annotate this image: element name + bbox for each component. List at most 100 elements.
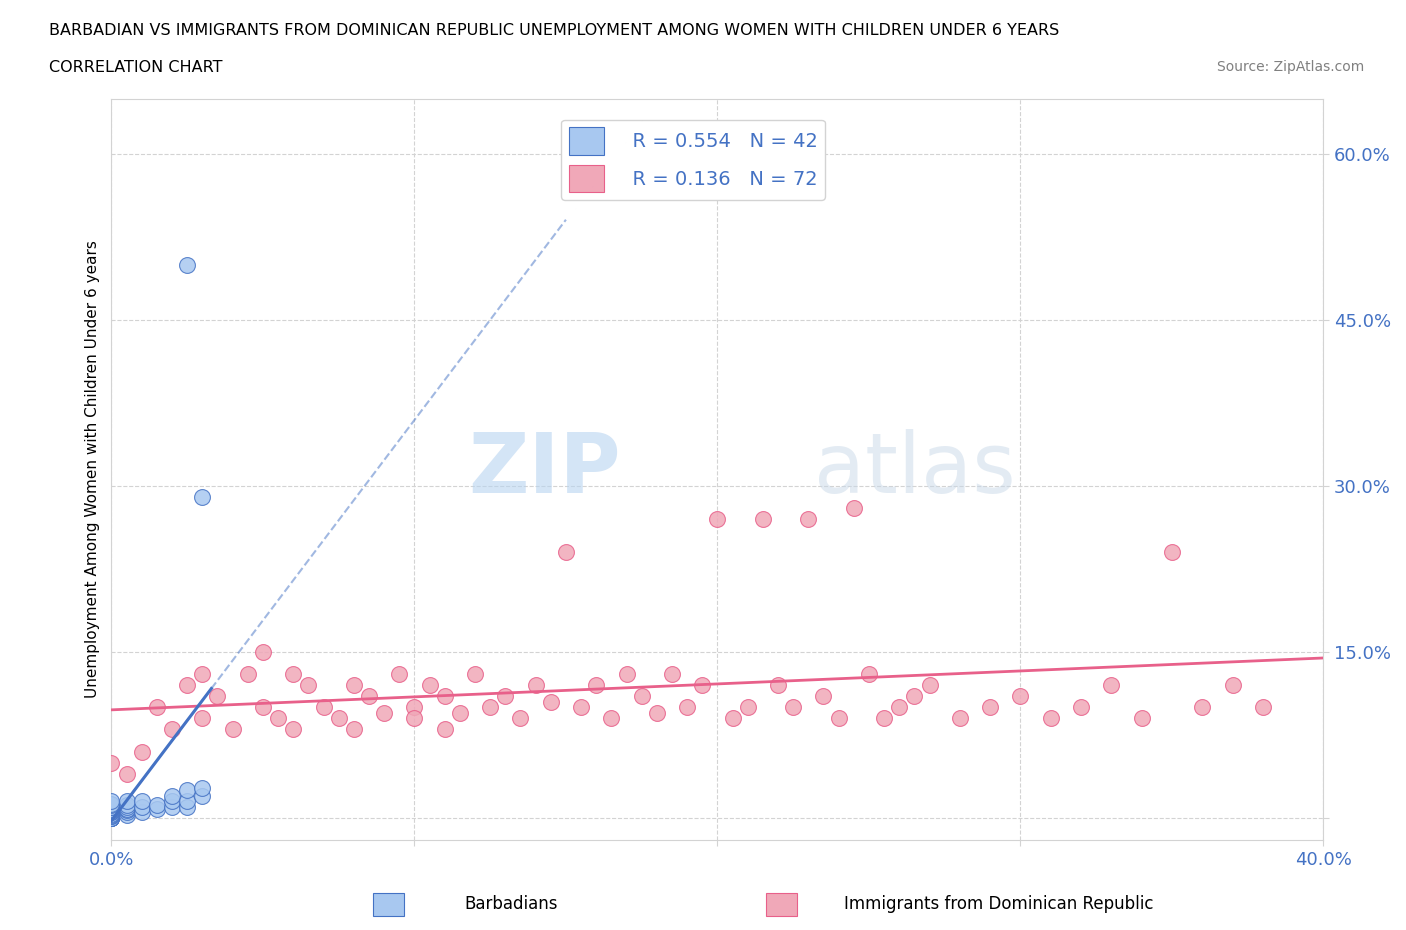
Point (569, 700, 592, 715)
Point (100, 807, 122, 822)
Point (433, 722, 456, 737)
Point (404, 711, 426, 725)
Point (146, 797, 169, 812)
Point (100, 811, 122, 826)
Point (555, 545, 578, 560)
Point (176, 258, 198, 272)
Point (690, 678, 713, 693)
Y-axis label: Unemployment Among Women with Children Under 6 years: Unemployment Among Women with Children U… (86, 241, 100, 698)
Point (131, 805, 153, 820)
Point (1130, 711, 1153, 725)
Point (858, 667, 880, 682)
Text: Source: ZipAtlas.com: Source: ZipAtlas.com (1216, 60, 1364, 74)
Point (100, 800, 122, 815)
Point (160, 789, 183, 804)
Point (343, 722, 366, 737)
Point (661, 667, 683, 682)
Point (191, 667, 214, 682)
Point (191, 489, 214, 504)
Point (176, 678, 198, 693)
Point (918, 678, 941, 693)
Point (494, 689, 516, 704)
Point (616, 667, 638, 682)
Point (252, 700, 274, 715)
Point (1039, 711, 1062, 725)
Point (100, 803, 122, 817)
Text: ZIP: ZIP (468, 429, 620, 510)
Point (100, 808, 122, 823)
Point (283, 722, 305, 737)
Point (1251, 700, 1274, 715)
Point (207, 689, 229, 704)
Point (873, 711, 896, 725)
Point (509, 711, 531, 725)
Point (312, 700, 335, 715)
Point (889, 700, 911, 715)
Text: Immigrants from Dominican Republic: Immigrants from Dominican Republic (844, 895, 1153, 913)
Point (115, 802, 138, 817)
Text: Barbadians: Barbadians (464, 895, 558, 913)
Point (1099, 678, 1122, 693)
Point (1222, 678, 1244, 693)
Point (100, 808, 122, 823)
Point (131, 800, 153, 815)
Point (100, 805, 122, 820)
Point (160, 800, 183, 815)
Point (176, 783, 198, 798)
Text: BARBADIAN VS IMMIGRANTS FROM DOMINICAN REPUBLIC UNEMPLOYMENT AMONG WOMEN WITH CH: BARBADIAN VS IMMIGRANTS FROM DOMINICAN R… (49, 23, 1060, 38)
Point (721, 711, 744, 725)
Point (752, 512, 775, 526)
Point (585, 678, 607, 693)
Point (797, 512, 820, 526)
Point (100, 811, 122, 826)
Point (419, 678, 441, 693)
Point (100, 755, 122, 770)
Point (146, 802, 169, 817)
Point (191, 711, 214, 725)
Point (600, 711, 623, 725)
Point (131, 744, 153, 759)
Point (176, 794, 198, 809)
Point (146, 700, 169, 715)
Point (404, 700, 426, 715)
Text: atlas: atlas (814, 429, 1017, 510)
Point (252, 644, 274, 659)
Point (100, 802, 122, 817)
Point (1191, 700, 1213, 715)
Point (297, 678, 319, 693)
Point (191, 780, 214, 795)
Point (328, 711, 350, 725)
Point (1161, 545, 1184, 560)
Point (115, 800, 138, 815)
Point (160, 794, 183, 809)
Point (782, 700, 804, 715)
Point (449, 705, 471, 720)
Point (191, 789, 214, 804)
Point (540, 695, 562, 710)
Point (100, 794, 122, 809)
Point (676, 700, 699, 715)
Point (100, 806, 122, 821)
Point (100, 796, 122, 811)
Point (1070, 700, 1092, 715)
Point (433, 689, 456, 704)
Legend:   R = 0.554   N = 42,   R = 0.136   N = 72: R = 0.554 N = 42, R = 0.136 N = 72 (561, 120, 825, 200)
Point (343, 678, 366, 693)
Point (357, 689, 380, 704)
Point (1010, 689, 1032, 704)
Point (176, 800, 198, 815)
Point (100, 804, 122, 818)
Point (283, 667, 305, 682)
Point (464, 667, 486, 682)
Point (100, 811, 122, 826)
Point (949, 711, 972, 725)
Point (827, 711, 849, 725)
Point (479, 700, 502, 715)
Point (115, 803, 138, 817)
Point (100, 811, 122, 826)
Point (979, 700, 1001, 715)
Point (100, 797, 122, 812)
Point (131, 794, 153, 809)
Point (100, 805, 122, 820)
Point (100, 800, 122, 815)
